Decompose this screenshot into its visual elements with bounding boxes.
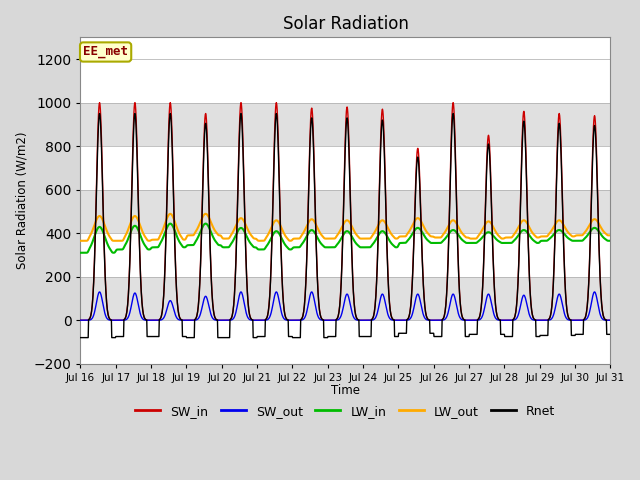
Title: Solar Radiation: Solar Radiation	[282, 15, 408, 33]
Rnet	[254, 334, 262, 339]
LW_out	[428, 234, 436, 240]
Rnet	[497, 332, 505, 337]
Rnet	[195, 299, 202, 305]
LW_out	[195, 224, 202, 230]
LW_in	[607, 238, 614, 244]
Bar	[81, 103, 611, 146]
LW_out	[182, 236, 189, 242]
Bar	[81, 59, 611, 103]
LW_in	[428, 240, 436, 246]
LW_in	[497, 240, 505, 246]
SW_in	[254, 317, 262, 323]
Line: SW_out: SW_out	[81, 292, 611, 320]
SW_out	[544, 317, 552, 323]
SW_out	[497, 317, 505, 323]
Rnet	[77, 335, 84, 340]
Bar	[81, 233, 611, 276]
Line: LW_in: LW_in	[81, 224, 611, 253]
LW_out	[254, 238, 262, 243]
Line: LW_out: LW_out	[81, 214, 611, 241]
SW_out	[428, 317, 436, 323]
Text: EE_met: EE_met	[83, 46, 128, 59]
LW_out	[607, 232, 614, 238]
Line: Rnet: Rnet	[81, 114, 611, 337]
SW_out	[182, 317, 189, 323]
SW_in	[77, 317, 84, 323]
SW_in	[182, 317, 189, 323]
Line: SW_in: SW_in	[81, 103, 611, 320]
SW_in	[195, 299, 202, 304]
SW_in	[96, 100, 104, 106]
X-axis label: Time: Time	[331, 384, 360, 397]
LW_out	[77, 238, 84, 244]
Rnet	[544, 333, 552, 338]
LW_in	[202, 221, 209, 227]
SW_out	[607, 317, 614, 323]
LW_in	[544, 237, 552, 243]
LW_out	[544, 233, 552, 239]
Bar	[81, 146, 611, 190]
Legend: SW_in, SW_out, LW_in, LW_out, Rnet: SW_in, SW_out, LW_in, LW_out, Rnet	[131, 400, 561, 423]
SW_out	[77, 317, 84, 323]
LW_in	[182, 244, 189, 250]
Bar	[81, 276, 611, 320]
Rnet	[607, 332, 614, 337]
Bar	[81, 190, 611, 233]
Rnet	[428, 330, 436, 336]
Bar	[81, 320, 611, 364]
LW_in	[195, 234, 202, 240]
Y-axis label: Solar Radiation (W/m2): Solar Radiation (W/m2)	[15, 132, 28, 269]
SW_in	[544, 317, 552, 323]
SW_in	[428, 317, 436, 323]
SW_in	[497, 317, 505, 323]
LW_out	[497, 235, 505, 241]
LW_in	[77, 250, 84, 256]
SW_out	[96, 289, 104, 295]
SW_out	[195, 315, 202, 321]
Rnet	[96, 111, 104, 117]
Rnet	[182, 334, 189, 339]
LW_in	[254, 246, 262, 252]
SW_out	[254, 317, 262, 323]
LW_out	[202, 211, 209, 216]
SW_in	[607, 317, 614, 323]
